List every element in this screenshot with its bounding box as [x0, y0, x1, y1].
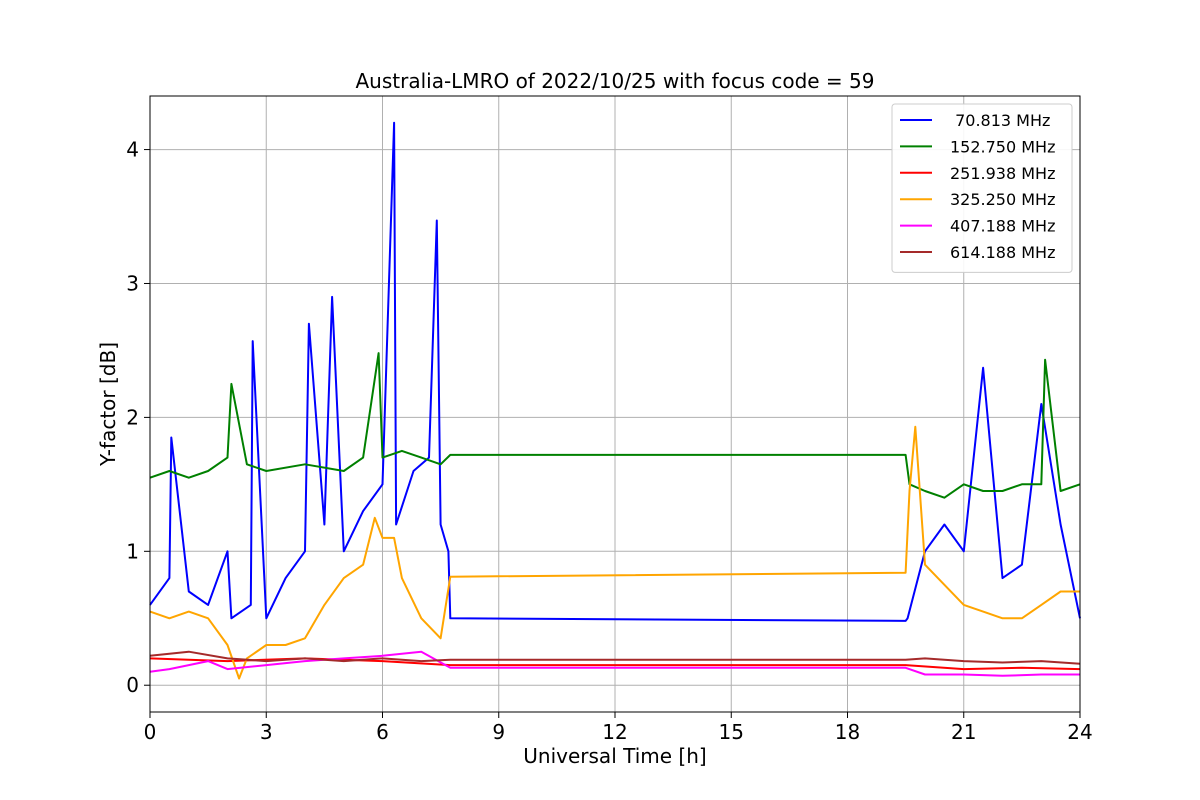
- x-tick-label: 12: [602, 720, 627, 744]
- series-line-5: [149, 650, 1080, 677]
- legend: 70.813 MHz 152.750 MHz 251.938 MHz 325.250 …: [891, 103, 1073, 273]
- x-axis-title: Universal Time [h]: [523, 744, 706, 768]
- x-tick-label: 24: [1067, 720, 1092, 744]
- x-tick-label: 9: [492, 720, 505, 744]
- x-tick-label: 18: [835, 720, 860, 744]
- series-lines: [149, 121, 1081, 680]
- x-tick-label: 21: [951, 720, 976, 744]
- x-tick-label: 0: [144, 720, 157, 744]
- legend-label: 70.813 MHz: [950, 111, 1050, 130]
- y-tick-label: 2: [126, 405, 139, 429]
- legend-label: 152.750 MHz: [950, 137, 1055, 156]
- x-tick-label: 3: [260, 720, 273, 744]
- legend-label: 251.938 MHz: [950, 164, 1055, 183]
- series-line-6: [149, 650, 1081, 665]
- y-axis-title: Y-factor [dB]: [96, 342, 120, 467]
- y-tick-label: 4: [126, 138, 139, 162]
- series-line-1: [149, 121, 1081, 622]
- legend-label: 325.250 MHz: [950, 190, 1055, 209]
- legend-box: [891, 103, 1073, 273]
- x-tick-label: 15: [719, 720, 744, 744]
- legend-label: 407.188 MHz: [950, 217, 1055, 236]
- y-tick-label: 1: [126, 539, 139, 563]
- legend-label: 614.188 MHz: [950, 243, 1055, 262]
- series-line-2: [149, 352, 1081, 499]
- chart-title: Australia-LMRO of 2022/10/25 with focus …: [355, 69, 874, 93]
- y-tick-label: 0: [126, 673, 139, 697]
- series-line-4: [149, 425, 1080, 680]
- y-tick-label: 3: [126, 271, 139, 295]
- x-tick-label: 6: [376, 720, 389, 744]
